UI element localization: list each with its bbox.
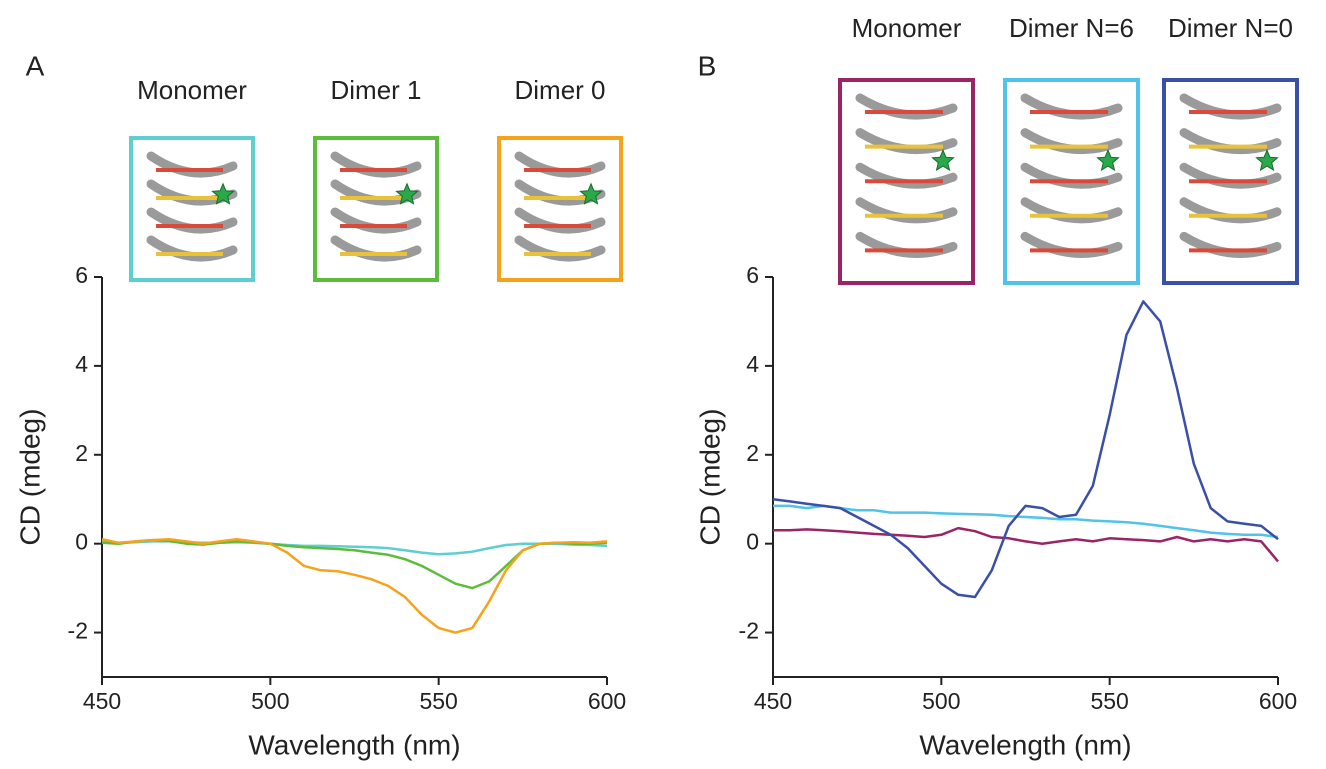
helix-strand: [146, 207, 238, 234]
helix-strand: [1020, 162, 1123, 189]
legend-label: Dimer N=6: [1009, 13, 1134, 43]
y-tick-label: 6: [75, 262, 88, 288]
helix-strand: [146, 151, 238, 178]
helix-strand: [855, 231, 958, 258]
y-tick-label: 6: [746, 262, 759, 288]
dye-star: [395, 182, 419, 205]
legend-icon: [313, 136, 439, 282]
helix-strand: [855, 93, 958, 120]
series-line: [772, 300, 1279, 599]
dye-star: [1096, 148, 1120, 172]
legend-icon: [497, 136, 623, 282]
y-tick-label: 2: [75, 440, 88, 466]
panel-label: B: [698, 50, 717, 81]
helix-strand: [1020, 128, 1123, 155]
dye-star: [1255, 148, 1279, 172]
helix-strand: [1179, 197, 1282, 224]
x-tick-label: 500: [251, 688, 289, 714]
y-tick-label: 4: [75, 351, 88, 377]
series-line: [773, 526, 1279, 563]
helix-strand: [330, 151, 422, 178]
series-line: [101, 537, 608, 634]
legend-label: Dimer N=0: [1168, 13, 1293, 43]
legend-icon: [1162, 78, 1299, 285]
y-tick-label: 2: [746, 440, 759, 466]
helix-strand: [146, 235, 238, 262]
x-tick-label: 600: [588, 688, 626, 714]
y-tick-label: 0: [75, 529, 88, 555]
dye-star: [931, 148, 955, 172]
y-tick-label: -2: [68, 618, 88, 644]
helix-strand: [1020, 231, 1123, 258]
helix-strand: [514, 235, 606, 262]
legend-label: Dimer 0: [514, 75, 605, 105]
helix-strand: [1020, 93, 1123, 120]
helix-strand: [1179, 231, 1282, 258]
legend-label: Dimer 1: [330, 75, 421, 105]
helix-strand: [330, 207, 422, 234]
x-tick-label: 450: [83, 688, 121, 714]
helix-strand: [330, 235, 422, 262]
y-tick-label: 4: [746, 351, 759, 377]
helix-strand: [1179, 128, 1282, 155]
y-tick-label: 0: [746, 529, 759, 555]
helix-strand: [855, 162, 958, 189]
helix-strand: [1179, 162, 1282, 189]
legend-label: Monomer: [852, 13, 962, 43]
dye-star: [211, 182, 235, 205]
helix-strand: [855, 128, 958, 155]
y-axis-label: CD (mdeg): [694, 409, 725, 546]
y-tick-label: -2: [739, 618, 759, 644]
legend-label: Monomer: [137, 75, 247, 105]
x-axis-label: Wavelength (nm): [248, 729, 460, 760]
x-tick-label: 450: [754, 688, 792, 714]
x-tick-label: 550: [419, 688, 457, 714]
x-tick-label: 500: [922, 688, 960, 714]
y-axis-label: CD (mdeg): [14, 409, 45, 546]
legend-icon: [838, 78, 975, 285]
x-axis-label: Wavelength (nm): [919, 729, 1131, 760]
series-line: [773, 504, 1279, 539]
helix-strand: [855, 197, 958, 224]
helix-strand: [514, 207, 606, 234]
dye-star: [579, 182, 603, 205]
helix-strand: [1179, 93, 1282, 120]
panel-label: A: [26, 50, 45, 81]
helix-strand: [514, 151, 606, 178]
x-tick-label: 600: [1259, 688, 1297, 714]
legend-icon: [1003, 78, 1140, 285]
x-tick-label: 550: [1090, 688, 1128, 714]
legend-icon: [129, 136, 255, 282]
helix-strand: [1020, 197, 1123, 224]
